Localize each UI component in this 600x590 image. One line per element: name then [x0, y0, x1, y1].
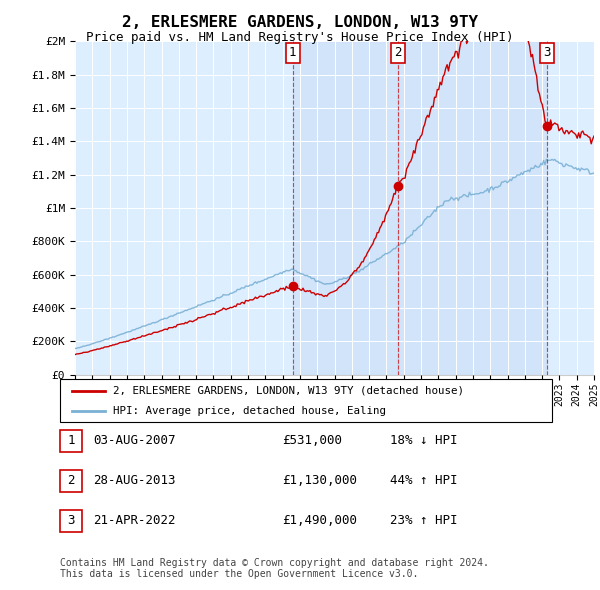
Text: Contains HM Land Registry data © Crown copyright and database right 2024.
This d: Contains HM Land Registry data © Crown c… [60, 558, 489, 579]
Text: 18% ↓ HPI: 18% ↓ HPI [390, 434, 458, 447]
Text: 3: 3 [544, 47, 551, 60]
Bar [293, 41, 398, 375]
Text: 2: 2 [394, 47, 401, 60]
Text: 44% ↑ HPI: 44% ↑ HPI [390, 474, 458, 487]
Bar [398, 41, 547, 375]
Text: 21-APR-2022: 21-APR-2022 [93, 514, 176, 527]
Text: 3: 3 [67, 514, 74, 527]
Text: 28-AUG-2013: 28-AUG-2013 [93, 474, 176, 487]
Text: HPI: Average price, detached house, Ealing: HPI: Average price, detached house, Eali… [113, 407, 386, 416]
Text: 03-AUG-2007: 03-AUG-2007 [93, 434, 176, 447]
Text: 2: 2 [67, 474, 74, 487]
Text: 1: 1 [67, 434, 74, 447]
Text: 23% ↑ HPI: 23% ↑ HPI [390, 514, 458, 527]
Text: £531,000: £531,000 [282, 434, 342, 447]
Text: 2, ERLESMERE GARDENS, LONDON, W13 9TY (detached house): 2, ERLESMERE GARDENS, LONDON, W13 9TY (d… [113, 386, 464, 396]
Text: 1: 1 [289, 47, 296, 60]
Text: £1,130,000: £1,130,000 [282, 474, 357, 487]
Text: £1,490,000: £1,490,000 [282, 514, 357, 527]
Text: Price paid vs. HM Land Registry's House Price Index (HPI): Price paid vs. HM Land Registry's House … [86, 31, 514, 44]
Text: 2, ERLESMERE GARDENS, LONDON, W13 9TY: 2, ERLESMERE GARDENS, LONDON, W13 9TY [122, 15, 478, 30]
